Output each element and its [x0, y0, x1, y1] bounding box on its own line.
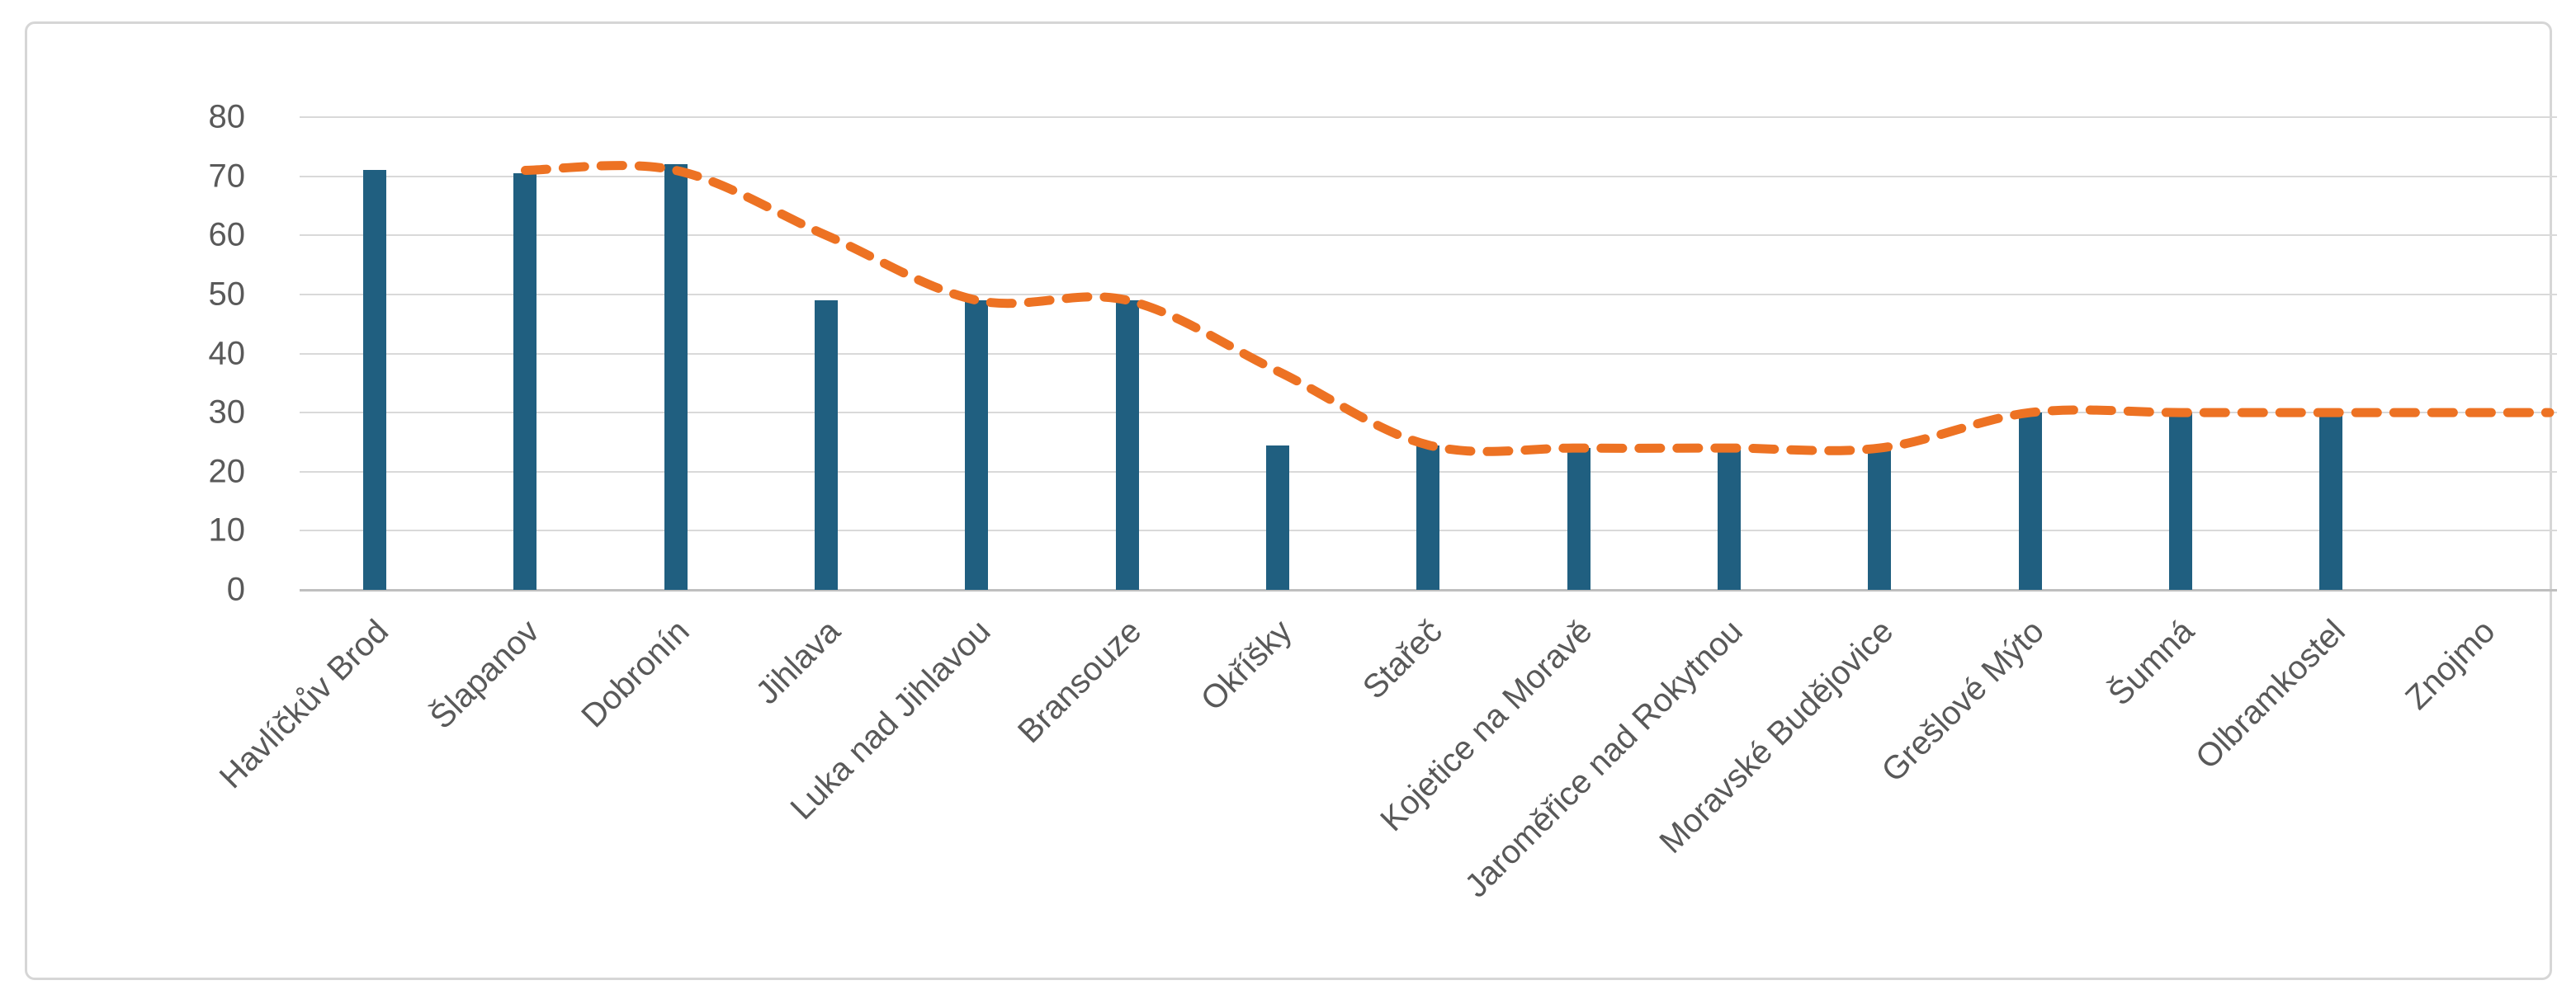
bar-Šumná — [2169, 412, 2193, 590]
bar-Jaroměřice nad Rokytnou — [1718, 448, 1742, 590]
y-tick-label-70: 70 — [208, 158, 246, 195]
bar-Bransouze — [1115, 300, 1139, 590]
category-label-2: Dobronín — [574, 613, 697, 735]
plot-area — [300, 98, 2557, 592]
category-label-14: Znojmo — [2399, 613, 2503, 717]
category-label-12: Šumná — [2101, 613, 2202, 713]
y-tick-label-20: 20 — [208, 453, 246, 490]
chart-frame: 0 10 20 30 40 50 60 70 80 Havlíčkův Brod Šlapanov… — [25, 21, 2557, 980]
bar-slot-1 — [450, 98, 600, 590]
bar-slot-12 — [2106, 98, 2256, 590]
category-label-3: Jihlava — [749, 613, 848, 712]
bar-slot-14 — [2407, 98, 2557, 590]
bar-slot-4 — [901, 98, 1052, 590]
bar-Havlíčkův Brod — [363, 170, 387, 590]
bar-slot-9 — [1654, 98, 1804, 590]
bar-Luka nad Jihlavou — [965, 300, 989, 590]
y-tick-label-10: 10 — [208, 511, 246, 549]
category-label-7: Stařeč — [1355, 613, 1449, 706]
bar-slot-10 — [1804, 98, 1954, 590]
bar-Moravské Budějovice — [1868, 448, 1892, 590]
bar-Stařeč — [1416, 445, 1440, 590]
gridline-y-80 — [300, 116, 2557, 118]
bar-Jihlava — [815, 300, 839, 590]
bar-Grešlové Mýto — [2018, 412, 2042, 590]
y-tick-label-30: 30 — [208, 394, 246, 431]
category-label-1: Šlapanov — [423, 613, 546, 737]
bar-slot-11 — [1955, 98, 2106, 590]
bar-slot-8 — [1504, 98, 1654, 590]
bar-slot-3 — [751, 98, 901, 590]
bar-slot-2 — [601, 98, 751, 590]
category-label-13: Olbramkostel — [2188, 613, 2352, 776]
bar-Dobronín — [664, 164, 688, 590]
y-tick-label-0: 0 — [226, 571, 245, 608]
bar-slot-13 — [2256, 98, 2406, 590]
bar-Okříšky — [1266, 445, 1290, 590]
y-tick-label-50: 50 — [208, 276, 246, 313]
y-tick-label-60: 60 — [208, 216, 246, 253]
category-label-11: Grešlové Mýto — [1874, 613, 2051, 790]
bar-Olbramkostel — [2319, 412, 2343, 590]
category-label-6: Okříšky — [1193, 613, 1299, 718]
bar-slot-7 — [1353, 98, 1503, 590]
bar-slot-0 — [300, 98, 450, 590]
category-label-0: Havlíčkův Brod — [212, 613, 396, 796]
bar-Šlapanov — [513, 173, 537, 590]
bar-slot-6 — [1203, 98, 1353, 590]
y-tick-label-80: 80 — [208, 98, 246, 135]
y-tick-label-40: 40 — [208, 335, 246, 371]
bar-series — [300, 98, 2557, 590]
category-label-9: Jaroměřice nad Rokytnou — [1458, 613, 1751, 905]
x-axis-category-labels: Havlíčkův Brod Šlapanov Dobronín Jihlava Luk… — [213, 601, 2557, 997]
bar-Kojetice na Moravě — [1567, 448, 1591, 590]
gridline-y-0 — [300, 589, 2557, 592]
category-label-5: Bransouze — [1010, 613, 1148, 751]
bar-slot-5 — [1052, 98, 1203, 590]
